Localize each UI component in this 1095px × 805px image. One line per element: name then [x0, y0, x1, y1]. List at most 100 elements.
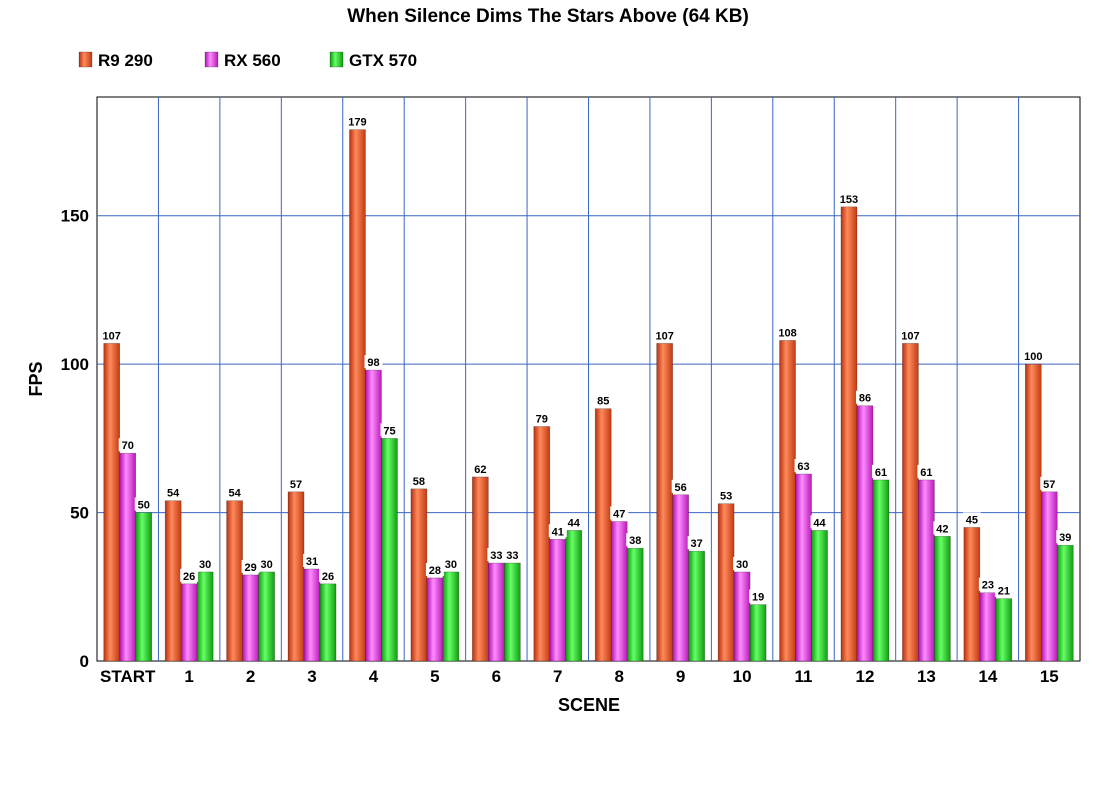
value-label-bg	[962, 512, 981, 526]
x-tick-label: 15	[1040, 667, 1059, 686]
value-label-bg	[671, 479, 690, 493]
value-label: 33	[490, 550, 502, 562]
x-tick-label: 8	[614, 667, 623, 686]
value-label-bg	[503, 548, 522, 562]
value-label-bg	[1020, 349, 1046, 363]
value-label-bg	[380, 423, 399, 437]
bar	[717, 503, 735, 662]
value-label-bg	[344, 114, 370, 128]
bar	[226, 500, 243, 662]
value-label: 86	[859, 393, 871, 405]
value-label: 153	[840, 194, 858, 206]
bar	[196, 571, 214, 662]
value-label: 30	[260, 559, 272, 571]
value-label: 38	[629, 535, 641, 547]
value-label-bg	[733, 556, 752, 570]
bar	[934, 536, 951, 662]
value-label: 47	[613, 508, 625, 520]
value-label: 39	[1059, 532, 1071, 544]
value-label: 63	[797, 461, 809, 473]
bar	[410, 488, 428, 662]
bar	[856, 405, 874, 662]
value-label: 108	[778, 327, 796, 339]
x-tick-label: 12	[856, 667, 875, 686]
x-tick-label: 13	[917, 667, 936, 686]
value-label: 70	[122, 440, 134, 452]
legend-swatch	[329, 51, 344, 68]
value-label-bg	[487, 548, 506, 562]
value-label-bg	[257, 556, 276, 570]
x-tick-label: 11	[795, 667, 813, 686]
x-tick-label: 4	[369, 667, 379, 686]
x-tick-label: 7	[553, 667, 562, 686]
value-label-bg	[1056, 530, 1075, 544]
value-label-bg	[118, 438, 137, 452]
value-label-bg	[871, 464, 890, 478]
value-label: 31	[306, 556, 318, 568]
value-label: 28	[429, 565, 441, 577]
value-label-bg	[687, 536, 706, 550]
value-label: 19	[752, 592, 764, 604]
y-axis-ticks: 0 50 100 150	[61, 207, 89, 671]
bar	[779, 340, 796, 662]
value-label-bg	[409, 473, 428, 487]
value-label: 58	[413, 476, 425, 488]
value-label-bg	[855, 390, 874, 404]
value-label: 42	[936, 523, 948, 535]
value-label-bg	[749, 589, 768, 603]
value-label-bg	[933, 521, 952, 535]
chart-title: When Silence Dims The Stars Above (64 KB…	[347, 6, 749, 27]
y-axis-label: FPS	[26, 361, 46, 396]
value-label-bg	[548, 524, 567, 538]
bar	[488, 562, 505, 662]
y-tick-label: 50	[70, 504, 89, 523]
bar	[918, 479, 935, 662]
x-axis-ticks: START 1 2 3 4 5 6 7 8 9 10 11 12 13 14 15	[100, 667, 1059, 686]
bar	[287, 491, 305, 662]
bar	[549, 538, 567, 662]
bar	[135, 512, 153, 662]
bar	[426, 577, 444, 662]
value-label-bg	[441, 556, 460, 570]
value-label: 29	[244, 562, 256, 574]
value-label: 45	[966, 514, 978, 526]
bar	[610, 521, 628, 662]
bar	[1056, 544, 1074, 662]
value-label: 57	[290, 479, 302, 491]
value-label: 37	[691, 538, 703, 550]
bar	[242, 574, 259, 662]
value-label-bg	[594, 393, 613, 407]
x-tick-label: 6	[492, 667, 501, 686]
bar	[1024, 363, 1042, 662]
legend: R9 290 RX 560 GTX 570	[78, 51, 417, 70]
value-label: 61	[920, 467, 932, 479]
bar	[979, 592, 997, 662]
value-label: 107	[103, 330, 121, 342]
legend-swatch	[204, 51, 219, 68]
value-label: 85	[597, 396, 609, 408]
bar	[180, 583, 198, 662]
value-label: 79	[536, 413, 548, 425]
bar	[672, 494, 689, 662]
bar	[795, 473, 812, 662]
value-label-bg	[241, 559, 260, 573]
bar	[963, 527, 981, 662]
value-label-bg	[775, 325, 801, 339]
value-label: 179	[348, 117, 366, 129]
value-label: 30	[736, 559, 748, 571]
bar	[594, 408, 612, 662]
value-label: 41	[552, 526, 564, 538]
bar	[303, 568, 321, 662]
bar	[504, 562, 521, 662]
bar	[319, 583, 337, 662]
value-label: 23	[982, 580, 994, 592]
bar	[365, 369, 382, 662]
bar	[533, 426, 551, 662]
value-labels: 107 70 50 54 26 30 54 29 30 57 31 26 179 98 75 58 28 30 62…	[99, 114, 1075, 604]
value-label: 30	[445, 559, 457, 571]
bar	[656, 343, 673, 662]
value-label: 107	[901, 330, 919, 342]
value-label-bg	[917, 464, 936, 478]
bar	[872, 479, 890, 662]
